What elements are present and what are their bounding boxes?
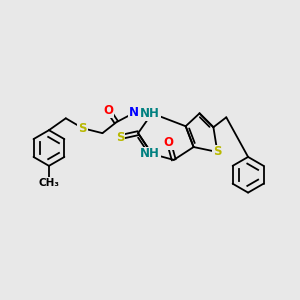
Text: NH: NH	[140, 148, 160, 160]
Text: N: N	[129, 106, 139, 119]
Text: O: O	[164, 136, 174, 148]
Text: CH₃: CH₃	[38, 178, 59, 188]
Text: NH: NH	[140, 107, 160, 120]
Text: S: S	[116, 130, 124, 144]
Text: S: S	[78, 122, 87, 135]
Text: S: S	[213, 146, 222, 158]
Text: O: O	[103, 104, 113, 117]
